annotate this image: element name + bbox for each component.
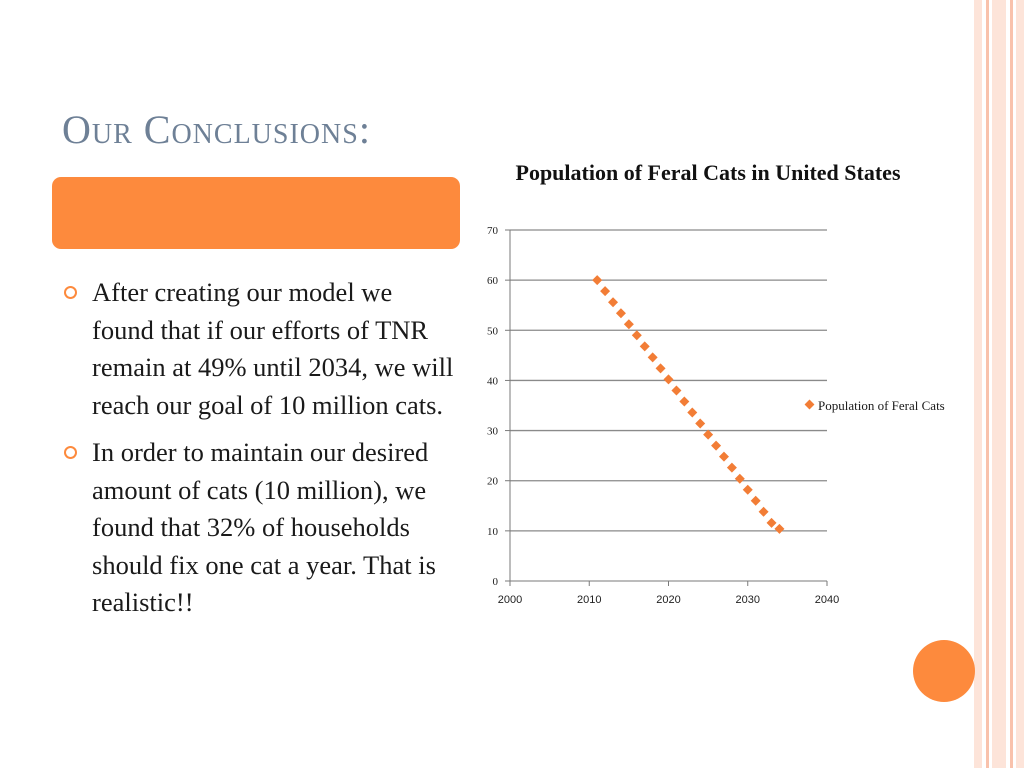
data-point (663, 374, 674, 385)
bullet-item: After creating our model we found that i… (62, 274, 454, 424)
stripe (974, 0, 982, 768)
legend-label: Population of Feral Cats (818, 398, 945, 413)
x-tick-label: 2020 (656, 594, 680, 606)
stripe (1010, 0, 1013, 768)
y-tick-label: 50 (487, 325, 499, 337)
accent-bar (52, 177, 460, 249)
data-point (774, 523, 785, 534)
y-tick-label: 20 (487, 476, 499, 488)
data-point (711, 440, 722, 451)
data-point (655, 363, 666, 374)
x-tick-label: 2040 (815, 594, 839, 606)
bullet-text: In order to maintain our desired amount … (92, 437, 436, 617)
bullet-text: After creating our model we found that i… (92, 277, 454, 420)
data-point (671, 385, 682, 396)
data-point (608, 297, 619, 308)
data-point (592, 275, 603, 286)
data-point (679, 396, 690, 407)
data-point (631, 330, 642, 341)
data-point (647, 352, 658, 363)
decorative-circle (913, 640, 975, 702)
bullet-list: After creating our model we found that i… (62, 274, 454, 632)
x-tick-label: 2030 (736, 594, 760, 606)
data-point (758, 506, 769, 517)
bullet-circle-icon (64, 446, 77, 459)
y-tick-label: 0 (493, 576, 499, 588)
y-tick-label: 70 (487, 225, 499, 237)
data-point (726, 462, 737, 473)
data-point (750, 495, 761, 506)
data-point (600, 286, 611, 297)
stripe (1016, 0, 1024, 768)
stripe (992, 0, 1006, 768)
data-point (703, 429, 714, 440)
stripe (986, 0, 989, 768)
data-point (718, 451, 729, 462)
y-tick-label: 30 (487, 426, 499, 438)
chart-legend: Population of Feral Cats (804, 397, 956, 414)
x-tick-label: 2010 (577, 594, 601, 606)
data-point (615, 308, 626, 319)
slide-title: Our Conclusions: (62, 107, 371, 152)
data-point (639, 341, 650, 352)
data-point (695, 418, 706, 429)
y-tick-label: 40 (487, 375, 499, 387)
chart-title: Population of Feral Cats in United State… (515, 160, 901, 185)
bullet-circle-icon (64, 286, 77, 299)
data-point (687, 407, 698, 418)
x-tick-label: 2000 (498, 594, 522, 606)
y-tick-label: 60 (487, 275, 499, 287)
data-point (742, 484, 753, 495)
data-point (766, 517, 777, 528)
bullet-item: In order to maintain our desired amount … (62, 434, 454, 622)
decorative-stripes (974, 0, 1024, 768)
data-point (734, 473, 745, 484)
data-point (623, 319, 634, 330)
y-tick-label: 10 (487, 526, 499, 538)
